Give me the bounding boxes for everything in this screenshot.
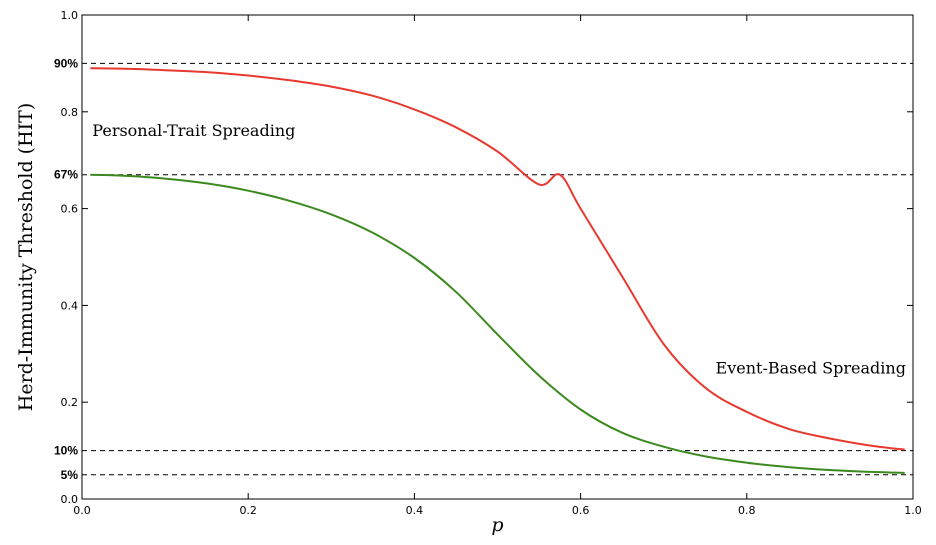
- y-tick-label: 0.4: [61, 299, 79, 312]
- series-annotation: Event-Based Spreading: [716, 358, 906, 377]
- x-tick-label: 1.0: [904, 504, 922, 517]
- x-tick-label: 0.0: [73, 504, 91, 517]
- y-tick-label: 0.2: [61, 396, 79, 409]
- reference-line-label: 10%: [54, 444, 78, 458]
- x-tick-label: 0.6: [572, 504, 590, 517]
- y-tick-label: 0.8: [61, 106, 79, 119]
- y-tick-label: 0.6: [61, 203, 79, 216]
- x-tick-label: 0.2: [239, 504, 257, 517]
- y-tick-label: 0.0: [61, 493, 79, 506]
- reference-line-label: 5%: [61, 468, 79, 482]
- x-tick-label: 0.4: [406, 504, 424, 517]
- series-line-1: [90, 173, 905, 474]
- y-axis-title: Herd-Immunity Threshold (HIT): [15, 103, 37, 412]
- series-line-0: [90, 67, 905, 451]
- reference-line-label: 67%: [54, 168, 78, 182]
- x-axis-title: p: [491, 514, 503, 536]
- x-tick-label: 0.8: [738, 504, 756, 517]
- series-annotation: Personal-Trait Spreading: [92, 121, 295, 140]
- y-tick-label: 1.0: [61, 9, 79, 22]
- reference-line-label: 90%: [54, 56, 78, 70]
- plot-frame: [81, 14, 914, 500]
